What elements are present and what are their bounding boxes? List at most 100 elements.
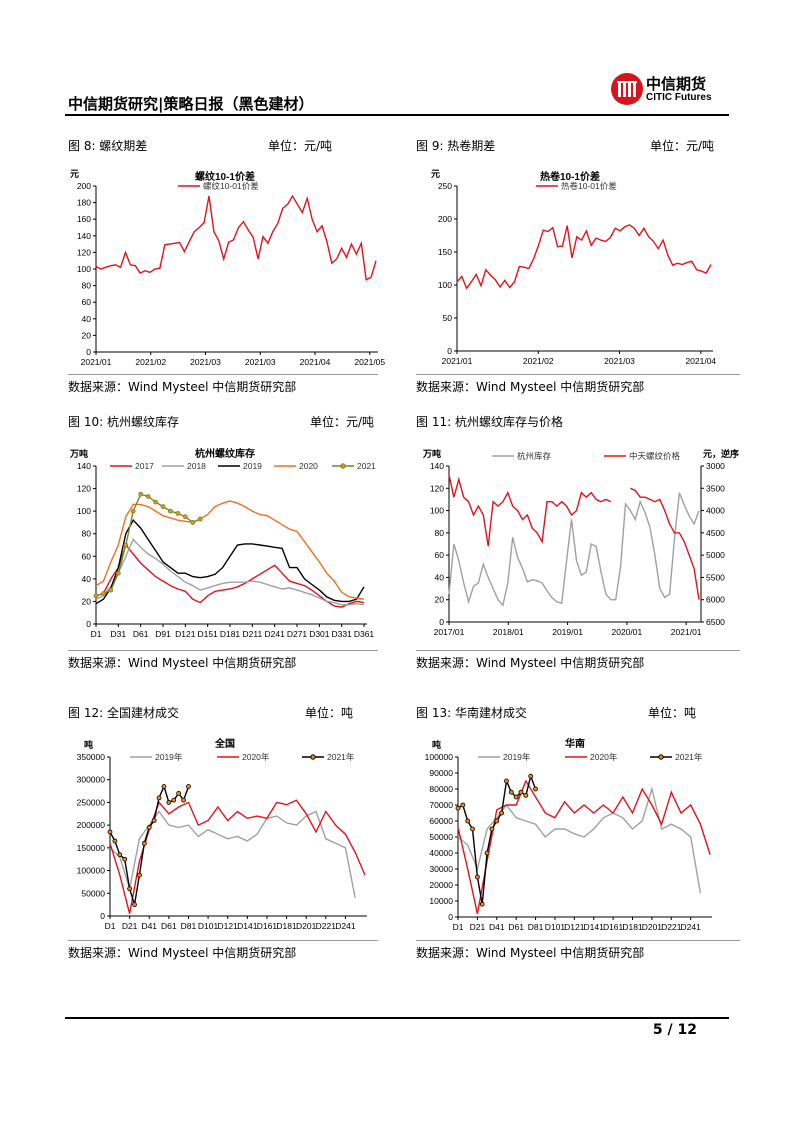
legend-label: 螺纹10-01价差 <box>203 181 259 191</box>
y-tick-label: 300000 <box>77 775 106 785</box>
divider <box>68 940 378 941</box>
legend-label: 2021年 <box>675 752 703 762</box>
series-marker <box>137 872 142 878</box>
y-tick-label: 0 <box>86 347 91 357</box>
legend-label: 2020年 <box>590 752 618 762</box>
y-tick-label: 100 <box>77 264 91 274</box>
series-marker <box>93 593 99 599</box>
chart-title: 热卷10-1价差 <box>540 170 600 183</box>
legend-label: 热卷10-01价差 <box>561 181 617 191</box>
divider <box>68 374 378 375</box>
series-marker <box>141 840 147 846</box>
series-marker <box>101 591 106 596</box>
figure-9-unit: 单位：元/吨 <box>650 139 715 153</box>
y-tick-label: 150000 <box>77 843 106 853</box>
y-tick-label: 180 <box>77 198 91 208</box>
x-tick-label: D101 <box>545 922 566 932</box>
series-marker <box>156 795 162 801</box>
x-tick-label: D41 <box>489 922 505 932</box>
y-tick-label-right: 4500 <box>706 528 725 538</box>
y-tick-label: 60 <box>435 550 445 560</box>
figure-10-source: 数据来源：Wind Mysteel 中信期货研究部 <box>68 656 297 670</box>
y-tick-label: 140 <box>77 231 91 241</box>
header-rule <box>65 114 729 116</box>
x-tick-label: D201 <box>642 922 663 932</box>
series-marker <box>151 818 157 823</box>
x-tick-label: 2017/01 <box>434 627 465 637</box>
series-marker <box>122 856 128 862</box>
series-line-2020年 <box>109 799 366 914</box>
series-marker <box>175 511 181 516</box>
legend-label: 2017 <box>135 461 154 471</box>
series-marker <box>190 520 196 525</box>
x-tick-label: D101 <box>198 921 219 931</box>
series-line-2021 <box>95 493 201 597</box>
series-marker <box>470 826 475 832</box>
x-tick-label: D1 <box>105 921 116 931</box>
legend-label: 2020年 <box>242 752 270 762</box>
y-tick-label: 90000 <box>429 768 453 778</box>
x-tick-label: D141 <box>237 921 258 931</box>
x-tick-label: 2021/01 <box>442 356 473 366</box>
y-tick-label: 30000 <box>429 864 453 874</box>
x-tick-label: D41 <box>141 921 157 931</box>
series-marker <box>533 786 538 792</box>
y-tick-label: 60 <box>82 551 92 561</box>
series-marker <box>112 838 118 844</box>
y-tick-label: 0 <box>439 617 444 627</box>
x-tick-label: D31 <box>111 629 127 639</box>
y-tick-label: 40 <box>82 314 92 324</box>
series-line-螺纹10-01价差 <box>95 194 377 281</box>
figure-12-caption: 图 12: 全国建材成交 <box>68 706 179 720</box>
y-tick-label: 250000 <box>77 797 106 807</box>
x-tick-label: D151 <box>198 629 219 639</box>
y-tick-label: 250 <box>438 181 452 191</box>
x-tick-label: 2021/04 <box>300 357 331 367</box>
x-tick-label: D241 <box>681 922 702 932</box>
series-marker <box>166 800 172 805</box>
y-tick-label: 120 <box>430 483 444 493</box>
divider <box>416 374 740 375</box>
series-line-2020 <box>95 500 365 600</box>
y-tick-label: 100 <box>438 280 452 290</box>
y-tick-label: 0 <box>86 619 91 629</box>
x-tick-label: 2020/01 <box>612 627 643 637</box>
x-tick-label: D91 <box>155 629 171 639</box>
logo-en: CITIC Futures <box>646 92 712 103</box>
y-tick-label: 40000 <box>429 848 453 858</box>
y-tick-label: 100 <box>430 506 444 516</box>
series-marker <box>508 789 514 795</box>
series-marker <box>176 790 182 796</box>
chart-title: 杭州螺纹库存 <box>195 447 255 460</box>
figure-8-unit: 单位：元/吨 <box>268 139 333 153</box>
y-axis-unit: 万吨 <box>69 448 88 459</box>
x-tick-label: 2021/03 <box>190 357 221 367</box>
y-tick-label-right: 5000 <box>706 550 725 560</box>
y-tick-label: 50000 <box>81 888 105 898</box>
y-tick-label: 350000 <box>77 752 106 762</box>
x-tick-label: D61 <box>508 922 524 932</box>
x-tick-label: 2021/02 <box>523 356 554 366</box>
y-tick-label: 80000 <box>429 784 453 794</box>
y-tick-label: 40 <box>435 572 445 582</box>
y-tick-label: 50000 <box>429 832 453 842</box>
series-line-杭州库存 <box>448 492 700 607</box>
series-marker <box>108 587 114 593</box>
figure-10-caption: 图 10: 杭州螺纹库存 <box>68 415 179 429</box>
divider <box>416 940 740 941</box>
y-tick-label: 140 <box>430 461 444 471</box>
chart-title: 全国 <box>214 737 235 750</box>
series-marker <box>186 784 191 789</box>
series-marker <box>117 852 123 858</box>
figure-8-source: 数据来源：Wind Mysteel 中信期货研究部 <box>68 380 297 394</box>
y-axis-unit: 万吨 <box>422 448 441 459</box>
y-tick-label: 20 <box>82 596 92 606</box>
legend-label: 中天螺纹价格 <box>629 451 681 461</box>
series-marker <box>474 874 480 880</box>
y-tick-label: 150 <box>438 247 452 257</box>
legend-label: 2021 <box>357 461 376 471</box>
figure-8-caption: 图 8: 螺纹期差 <box>68 139 148 153</box>
series-marker <box>479 901 485 907</box>
x-tick-label: 2021/02 <box>135 357 166 367</box>
